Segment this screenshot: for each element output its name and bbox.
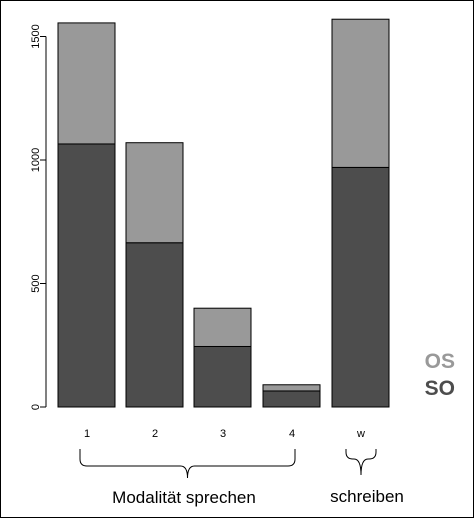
bar-segment-os-w — [331, 18, 390, 168]
group-label-sprechen: Modalität sprechen — [112, 488, 256, 507]
x-tick-label: 1 — [84, 428, 90, 440]
y-axis: 0 500 1000 1500 — [30, 24, 47, 410]
y-tick-label: 500 — [30, 274, 42, 292]
legend-entry-os: OS — [425, 350, 455, 373]
brace-sprechen — [79, 449, 296, 479]
category-groups: Modalität sprechen schreiben — [79, 449, 404, 507]
brace-schreiben — [345, 449, 377, 476]
y-tick-label: 0 — [30, 404, 42, 410]
bar-segment-so-1 — [57, 143, 116, 408]
bar-segment-os-4 — [262, 384, 321, 392]
group-label-schreiben: schreiben — [330, 487, 404, 506]
bar-segment-so-4 — [262, 390, 321, 408]
y-tick-label: 1000 — [30, 148, 42, 172]
bar-segment-os-1 — [57, 22, 116, 145]
x-tick-label: 3 — [220, 428, 226, 440]
bars — [57, 18, 390, 408]
legend: OS SO — [425, 350, 455, 400]
x-tick-label: w — [356, 428, 365, 440]
y-tick-label: 1500 — [30, 24, 42, 48]
bar-segment-so-w — [331, 166, 390, 408]
bar-segment-so-3 — [193, 345, 252, 408]
x-tick-label: 4 — [289, 428, 295, 440]
bar-segment-os-2 — [125, 142, 184, 244]
legend-entry-so: SO — [425, 377, 455, 400]
x-tick-label: 2 — [152, 428, 158, 440]
bar-segment-so-2 — [125, 242, 184, 408]
bar-segment-os-3 — [193, 307, 252, 347]
x-tick-labels: 1 2 3 4 w — [84, 428, 365, 440]
